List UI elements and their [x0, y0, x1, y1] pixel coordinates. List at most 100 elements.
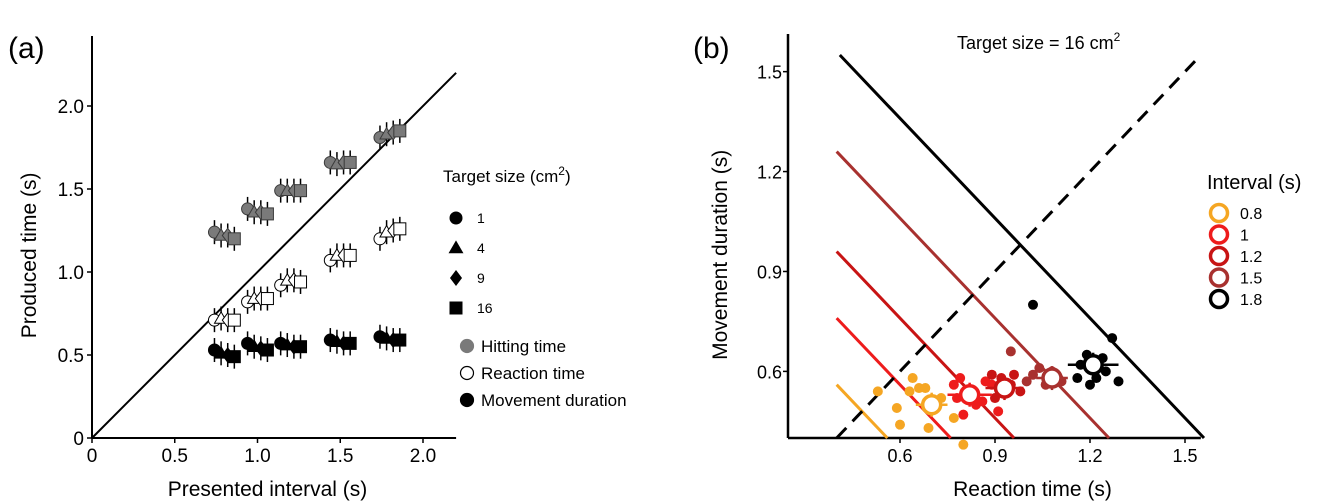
x-tick-label-a: 0	[87, 446, 98, 467]
data-point-a-0	[227, 232, 241, 246]
data-point-a-0	[393, 124, 407, 138]
data-point-b-1.5	[1034, 363, 1045, 374]
legend-size-title-end: )	[565, 167, 571, 186]
x-tick-label-b: 0.6	[887, 446, 912, 466]
legend-series-label: Hitting time	[481, 337, 566, 356]
data-point-a-0	[294, 184, 308, 198]
data-point-b-0.8	[920, 383, 931, 394]
data-point-b-1.5	[1021, 376, 1032, 387]
legend-size-title: Target size (cm2)	[443, 164, 571, 186]
x-tick-label-b: 1.5	[1172, 446, 1197, 466]
data-point-b-1	[948, 379, 959, 390]
legend-interval-label: 1	[1240, 228, 1249, 245]
legend-size-title-sup: 2	[558, 164, 565, 178]
data-point-a-1	[294, 275, 308, 289]
data-point-a-1	[227, 313, 241, 327]
legend-series-label: Reaction time	[481, 364, 585, 383]
legend-interval-label: 1.8	[1240, 292, 1262, 309]
panel-label-b: (b)	[693, 32, 730, 65]
x-tick-label-a: 1.0	[244, 446, 270, 467]
legend-marker-diamond	[449, 269, 463, 287]
data-point-a-1	[260, 292, 274, 306]
annotation-target-size: Target size = 16 cm2	[957, 30, 1121, 53]
data-point-b-1	[977, 396, 988, 407]
mean-marker-1.8	[1082, 353, 1104, 376]
x-tick-label-b: 0.9	[982, 446, 1007, 466]
data-point-b-1.8	[1072, 373, 1083, 384]
y-tick-label-a: 2.0	[58, 97, 84, 118]
legend-interval-marker	[1208, 288, 1230, 310]
x-tick-label-b: 1.2	[1077, 446, 1102, 466]
y-tick-label-b: 1.2	[757, 163, 782, 183]
data-point-a-0	[260, 207, 274, 221]
data-point-a-1	[393, 222, 407, 236]
legend-interval-marker	[1208, 267, 1230, 288]
data-point-b-0.8	[895, 419, 905, 430]
data-point-a-1	[343, 248, 357, 262]
data-point-a-2	[227, 350, 241, 364]
data-point-b-1.2	[1009, 369, 1019, 380]
data-point-b-1.8	[1100, 366, 1111, 377]
x-axis-label-b: Reaction time (s)	[953, 478, 1112, 501]
legend-interval-label: 1.2	[1240, 249, 1262, 266]
data-point-a-2	[294, 340, 308, 354]
data-point-b-1	[958, 409, 969, 420]
y-tick-label-a: 0.5	[58, 346, 84, 367]
legend-size-label: 4	[477, 240, 485, 256]
x-tick-label-a: 1.5	[327, 446, 353, 467]
y-tick-label-a: 1.5	[58, 180, 84, 201]
x-tick-label-a: 0.5	[162, 446, 188, 467]
data-point-b-1.8	[1085, 379, 1095, 390]
data-point-b-0.8	[872, 386, 883, 397]
data-point-b-0.8	[923, 423, 934, 434]
legend-size-label: 16	[477, 300, 493, 316]
data-point-a-0	[343, 155, 357, 169]
data-point-b-0.8	[958, 439, 969, 450]
data-point-b-0.8	[907, 373, 918, 384]
legend-interval-marker	[1208, 224, 1230, 245]
y-axis-label-a: Produced time (s)	[18, 173, 41, 339]
mean-marker-1.5	[1041, 367, 1063, 389]
y-tick-label-b: 0.6	[757, 362, 782, 382]
legend-size-label: 9	[477, 270, 485, 286]
data-point-b-0.8	[891, 403, 902, 414]
data-point-b-1.2	[986, 369, 997, 380]
data-point-b-0.8	[904, 386, 915, 397]
data-point-b-0.8	[948, 413, 959, 424]
legend-series-marker	[459, 338, 475, 354]
legend-marker-square	[449, 301, 463, 315]
y-tick-label-b: 0.9	[757, 262, 782, 282]
mean-marker-1.2	[993, 377, 1016, 399]
legend-interval-title: Interval (s)	[1207, 172, 1301, 194]
data-point-b-1	[955, 373, 966, 384]
legend-interval-label: 1.5	[1240, 271, 1262, 288]
data-point-b-1	[993, 406, 1004, 417]
panel-label-a: (a)	[8, 32, 45, 65]
legend-interval-marker	[1208, 202, 1230, 224]
legend-series-marker	[459, 365, 475, 381]
annotation-text: Target size = 16 cm	[957, 33, 1114, 53]
legend-marker-circle	[449, 211, 463, 225]
y-tick-label-a: 0	[73, 429, 84, 450]
data-point-a-2	[260, 343, 274, 357]
data-point-b-1.5	[1005, 346, 1016, 357]
data-point-b-1.5	[1028, 369, 1038, 380]
legend-interval-marker	[1208, 245, 1230, 267]
legend-series-marker	[459, 392, 475, 408]
annotation-sup: 2	[1114, 30, 1121, 44]
data-point-a-2	[343, 336, 357, 350]
identity-dashed-line-b	[835, 53, 1202, 440]
mean-marker-0.8	[920, 393, 943, 416]
legend-size-label: 1	[477, 210, 485, 226]
legend-size-title-text: Target size (cm	[443, 167, 558, 186]
data-point-a-2	[393, 333, 407, 347]
iso-line-1.8	[838, 53, 1206, 440]
x-axis-label-a: Presented interval (s)	[168, 478, 368, 501]
data-point-b-1.8	[1113, 376, 1124, 387]
y-tick-label-a: 1.0	[58, 263, 84, 284]
legend-series-label: Movement duration	[481, 391, 627, 410]
data-point-b-1.8	[1028, 299, 1038, 310]
data-point-b-1.8	[1107, 333, 1118, 344]
y-tick-label-b: 1.5	[757, 63, 782, 83]
